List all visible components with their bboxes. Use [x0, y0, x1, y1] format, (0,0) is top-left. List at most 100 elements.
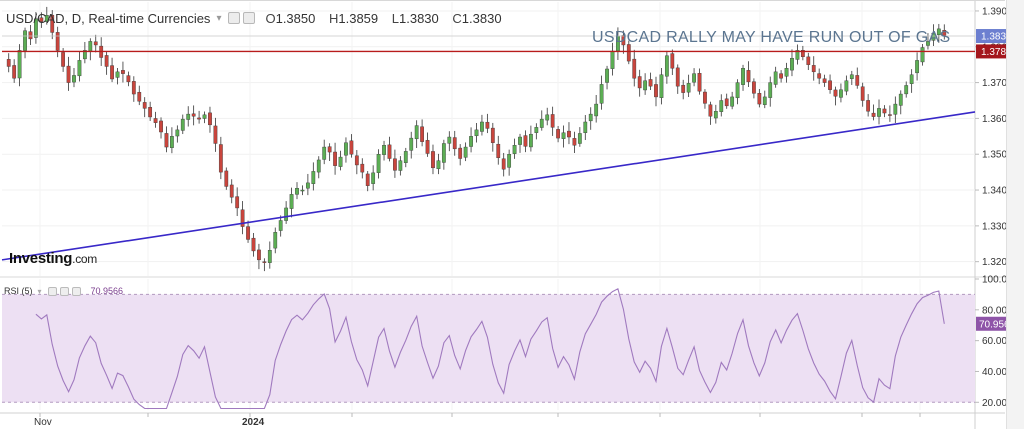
candle-body	[866, 100, 871, 112]
rsi-value-tag: 70.9566	[979, 319, 1016, 330]
candle-body	[626, 44, 631, 62]
candle-body	[632, 58, 637, 79]
candle-body	[44, 15, 49, 22]
candle-body	[888, 114, 892, 116]
candle-body	[534, 127, 539, 133]
candle-body	[316, 159, 321, 173]
candle-body	[349, 140, 354, 155]
candle-body	[833, 89, 838, 97]
current-price-tag: 1.3830	[981, 32, 1012, 43]
rsi-y-tick-label: 40.0000	[982, 367, 1019, 378]
candle-body	[240, 209, 245, 227]
y-tick-label: 1.3900	[982, 6, 1013, 17]
chevron-down-icon[interactable]: ▾	[37, 286, 42, 296]
y-tick-label: 1.3200	[982, 257, 1013, 268]
candle-body	[741, 68, 745, 85]
candle-body	[289, 194, 294, 209]
y-tick-label: 1.3600	[982, 114, 1013, 125]
chevron-down-icon[interactable]: ▾	[216, 12, 222, 24]
candle-body	[648, 79, 653, 87]
candle-body	[877, 108, 881, 117]
candle-body	[273, 232, 278, 249]
candle-body	[730, 96, 735, 107]
candle-body	[893, 103, 898, 115]
candle-body	[828, 80, 832, 90]
candle-body	[572, 138, 577, 146]
candle-body	[643, 80, 648, 91]
candle-body	[284, 207, 289, 221]
candle-body	[605, 68, 609, 83]
y-tick-label: 1.3700	[982, 78, 1013, 89]
candle-body	[104, 55, 109, 67]
eye-icon[interactable]	[243, 12, 256, 24]
candle-body	[800, 50, 805, 58]
candle-body	[61, 52, 65, 67]
candle-body	[115, 71, 120, 78]
candle-body	[501, 158, 506, 170]
candle-body	[447, 136, 452, 144]
candle-body	[409, 137, 414, 151]
symbol-title[interactable]: USD/CAD, D, Real-time Currencies	[6, 10, 211, 26]
candle-body	[784, 68, 789, 77]
vertical-scrollbar[interactable]	[1006, 0, 1024, 429]
rsi-line	[35, 287, 945, 410]
rsi-label[interactable]: RSI (5)	[4, 286, 33, 296]
candle-body	[403, 151, 408, 163]
candle-body	[213, 125, 218, 144]
candle-body	[686, 83, 691, 93]
candle-body	[920, 47, 925, 63]
candle-body	[773, 71, 778, 85]
candle-body	[311, 171, 316, 184]
candle-body	[121, 70, 125, 74]
candle-body	[926, 41, 930, 46]
candle-body	[186, 113, 191, 120]
settings-icon[interactable]	[47, 286, 57, 296]
candle-body	[344, 142, 348, 156]
candle-body	[577, 133, 582, 144]
candle-body	[915, 60, 919, 74]
candle-body	[659, 74, 664, 98]
eye-icon[interactable]	[59, 286, 69, 296]
rsi-y-tick-label: 20.0000	[982, 398, 1019, 409]
close-icon[interactable]	[71, 286, 81, 296]
logo-main: Investing	[9, 250, 73, 267]
candle-body	[164, 133, 169, 148]
settings-icon[interactable]	[228, 12, 241, 24]
candle-body	[556, 129, 560, 139]
candle-body	[110, 65, 114, 80]
candle-body	[354, 155, 359, 166]
candle-body	[518, 136, 522, 145]
candle-body	[839, 89, 843, 98]
candle-body	[490, 127, 495, 143]
candle-body	[246, 226, 250, 240]
chart-headline-annotation: USDCAD RALLY MAY HAVE RUN OUT OF GAS	[592, 29, 951, 46]
candle-body	[713, 111, 718, 119]
candle-body	[545, 114, 550, 121]
low-value: 1.3830	[399, 10, 439, 26]
candle-body	[871, 112, 876, 117]
candle-body	[621, 35, 626, 46]
candle-body	[66, 65, 71, 83]
candle-body	[806, 56, 811, 65]
candle-body	[507, 154, 512, 168]
candle-body	[735, 82, 740, 99]
candle-body	[371, 172, 376, 184]
candle-body	[860, 86, 865, 101]
candle-body	[469, 136, 473, 147]
candle-body	[817, 73, 822, 79]
candle-body	[898, 93, 903, 106]
candle-body	[278, 220, 283, 231]
candle-body	[719, 100, 724, 112]
candle-body	[72, 75, 76, 83]
candle-body	[425, 140, 430, 154]
logo-suffix: .com	[72, 252, 97, 266]
candle-body	[39, 17, 44, 22]
candle-body	[849, 74, 854, 79]
candle-body	[34, 18, 38, 38]
candle-body	[235, 196, 240, 209]
candle-body	[398, 160, 403, 171]
candle-body	[175, 129, 180, 137]
candle-body	[170, 136, 174, 148]
candle-body	[436, 160, 441, 170]
